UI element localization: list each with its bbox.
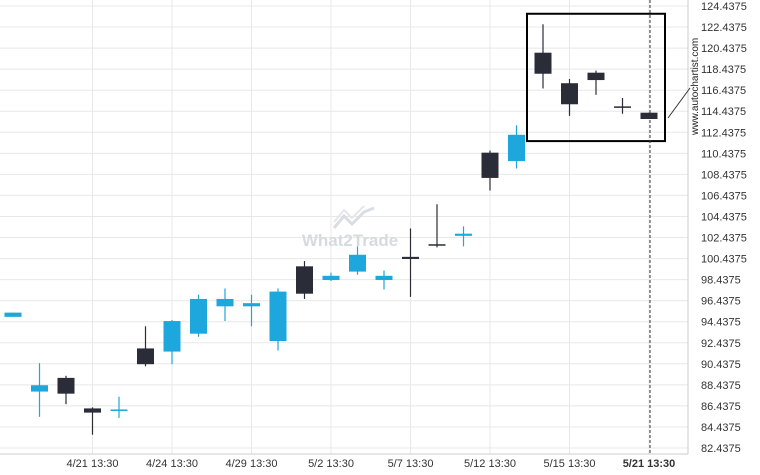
x-tick-label: 5/7 13:30 bbox=[388, 458, 434, 470]
candle-17 bbox=[455, 226, 472, 247]
candle-5 bbox=[137, 326, 154, 367]
y-tick-label: 84.4375 bbox=[701, 422, 741, 434]
y-tick-label: 118.4375 bbox=[701, 64, 746, 76]
candle-2 bbox=[57, 375, 75, 405]
pointer-line bbox=[667, 87, 691, 119]
x-tick-label: 4/21 13:30 bbox=[67, 458, 119, 470]
y-tick-label: 90.4375 bbox=[701, 359, 741, 371]
y-tick-label: 116.4375 bbox=[701, 85, 746, 97]
y-tick-label: 108.4375 bbox=[701, 169, 747, 181]
axes: 124.4375 122.4375 120.4375 118.4375 116.4375… bbox=[0, 0, 747, 470]
candle-body bbox=[190, 298, 207, 334]
candle-body bbox=[216, 298, 234, 307]
y-tick-label: 110.4375 bbox=[701, 148, 746, 160]
y-tick-label: 94.4375 bbox=[701, 317, 741, 329]
x-tick-label: 5/2 13:30 bbox=[308, 458, 354, 470]
candle-0 bbox=[4, 312, 22, 317]
candle-1 bbox=[31, 363, 48, 417]
y-tick-label: 114.4375 bbox=[701, 106, 746, 118]
pattern-box bbox=[526, 12, 666, 143]
pattern-highlight bbox=[526, 12, 666, 143]
candle-20 bbox=[534, 24, 552, 89]
candle-8 bbox=[216, 288, 234, 322]
candle-12 bbox=[322, 272, 340, 282]
y-tick-label: 100.4375 bbox=[701, 254, 747, 266]
candle-body bbox=[534, 52, 552, 74]
candle-9 bbox=[243, 294, 260, 327]
candle-body bbox=[508, 134, 525, 162]
candle-body bbox=[137, 348, 154, 365]
x-tick-label: 5/15 13:30 bbox=[544, 458, 596, 470]
candle-16 bbox=[428, 204, 446, 248]
watermark-text: What2Trade bbox=[302, 231, 398, 250]
candle-body bbox=[31, 385, 48, 392]
candle-body bbox=[322, 275, 340, 281]
y-tick-label: 86.4375 bbox=[701, 401, 741, 413]
y-tick-label: 112.4375 bbox=[701, 127, 746, 139]
candle-19 bbox=[508, 125, 525, 169]
y-tick-label: 98.4375 bbox=[701, 275, 741, 287]
candle-body bbox=[57, 377, 75, 394]
candle-body bbox=[349, 254, 366, 272]
x-tick-label: 5/21 13:30 bbox=[623, 458, 676, 470]
candle-21 bbox=[561, 79, 578, 116]
candle-14 bbox=[375, 270, 393, 290]
candle-18 bbox=[481, 150, 499, 191]
candle-body bbox=[110, 409, 128, 411]
candle-body bbox=[587, 72, 605, 81]
side-brand-text: www.autochartist.com bbox=[690, 38, 701, 136]
x-tick-label: 5/12 13:30 bbox=[464, 458, 516, 470]
y-tick-label: 92.4375 bbox=[701, 338, 741, 350]
candle-body bbox=[402, 256, 419, 259]
candle-13 bbox=[349, 246, 366, 275]
candle-body bbox=[481, 152, 499, 178]
candle-10 bbox=[269, 288, 287, 351]
candle-11 bbox=[296, 261, 313, 299]
candle-body bbox=[455, 233, 472, 236]
candle-body bbox=[269, 291, 287, 342]
candle-body bbox=[84, 408, 101, 413]
candle-15 bbox=[402, 228, 419, 297]
candle-body bbox=[561, 83, 578, 105]
candle-body bbox=[243, 303, 260, 307]
y-tick-label: 102.4375 bbox=[701, 233, 747, 245]
candle-body bbox=[4, 312, 22, 317]
watermark-logo-icon bbox=[332, 205, 375, 229]
x-tick-label: 4/24 13:30 bbox=[146, 458, 198, 470]
candle-body bbox=[428, 244, 446, 246]
candle-body bbox=[375, 275, 393, 281]
candles bbox=[4, 24, 658, 435]
candle-body bbox=[614, 106, 631, 108]
side-branding: www.autochartist.com bbox=[667, 38, 701, 136]
candle-body bbox=[296, 266, 313, 294]
candle-4 bbox=[110, 396, 128, 418]
candle-body bbox=[163, 321, 181, 352]
y-tick-label: 122.4375 bbox=[701, 22, 747, 34]
candle-24 bbox=[640, 112, 658, 119]
y-tick-label: 106.4375 bbox=[701, 190, 747, 202]
candle-6 bbox=[163, 320, 181, 365]
candle-23 bbox=[614, 97, 631, 114]
y-tick-label: 120.4375 bbox=[701, 43, 747, 55]
y-tick-label: 96.4375 bbox=[701, 296, 741, 308]
candle-7 bbox=[190, 294, 207, 337]
candle-22 bbox=[587, 70, 605, 95]
y-tick-label: 124.4375 bbox=[701, 1, 747, 13]
watermark: What2Trade bbox=[302, 205, 398, 250]
y-tick-label: 104.4375 bbox=[701, 211, 747, 223]
grid bbox=[0, 0, 688, 454]
y-tick-label: 88.4375 bbox=[701, 380, 741, 392]
candle-body bbox=[640, 112, 658, 119]
candle-3 bbox=[84, 407, 101, 435]
x-tick-label: 4/29 13:30 bbox=[226, 458, 278, 470]
y-tick-label: 82.4375 bbox=[701, 443, 741, 455]
